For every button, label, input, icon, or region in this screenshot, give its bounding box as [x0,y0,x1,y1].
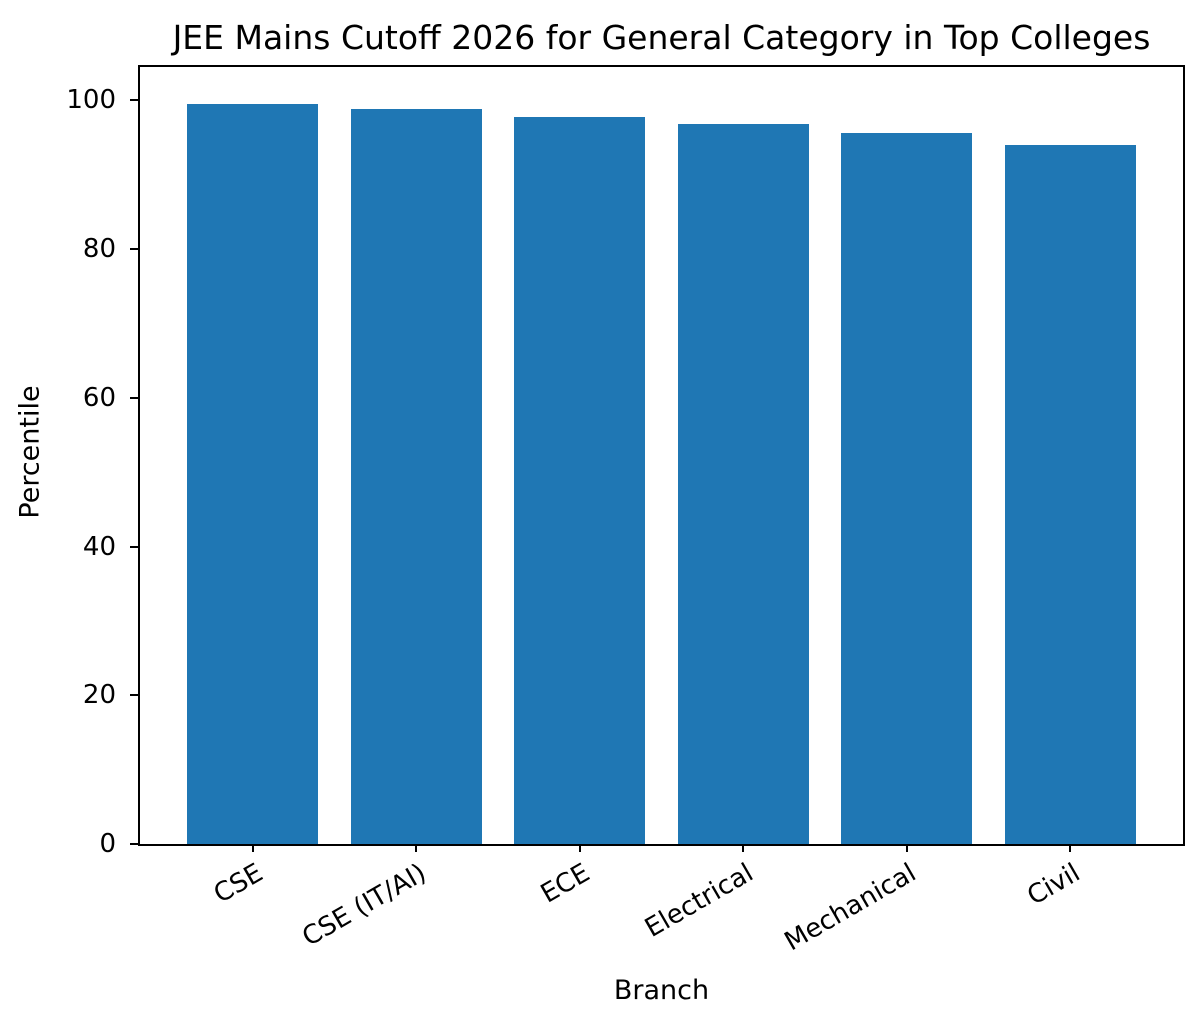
y-tick-mark [130,396,138,399]
y-tick-label: 0 [99,829,116,859]
y-tick-label: 80 [82,234,116,265]
x-tick-mark [251,844,254,852]
y-tick-label: 100 [66,85,116,116]
x-tick-mark [742,844,745,852]
bar-ece [514,116,646,844]
y-tick-label: 40 [82,531,116,562]
plot-area: 0 20 40 60 80 100 CSE CSE (IT/AI) ECE Electrical M… [66,65,1185,957]
y-tick-label: 60 [82,382,116,413]
y-tick-mark [130,843,138,845]
bar-cse-it-ai [350,109,482,844]
x-tick-mark [1069,844,1072,852]
y-tick-mark [130,694,138,697]
bar-cse [187,104,319,844]
y-tick-label: 20 [82,680,116,711]
chart-title: JEE Mains Cutoff 2026 for General Catego… [172,18,1151,57]
bar-civil [1004,145,1136,844]
x-tick-label: CSE (IT/AI) [297,858,432,953]
x-tick-mark [415,844,418,852]
bar-mechanical [841,133,973,844]
x-tick-mark [905,844,908,852]
bar-electrical [677,123,809,844]
x-tick-label: Civil [1022,858,1086,912]
x-tick-label: ECE [535,858,595,910]
x-tick-label: CSE [208,858,268,910]
x-axis-label: Branch [613,975,710,1006]
x-tick-mark [578,844,581,852]
y-tick-mark [130,99,138,102]
y-tick-mark [130,248,138,251]
x-tick-label: Mechanical [780,858,922,958]
y-tick-mark [130,545,138,548]
x-tick-label: Electrical [639,858,759,944]
